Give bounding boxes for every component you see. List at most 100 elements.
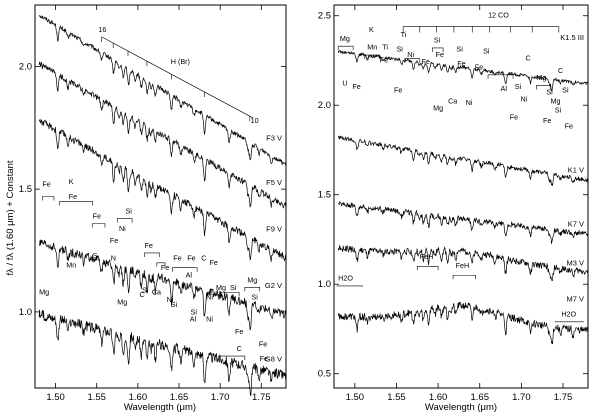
feature-bracket	[404, 58, 421, 63]
feature-label: Ni	[521, 95, 528, 104]
feature-label: Fe	[110, 236, 118, 245]
spectrum-k7-v	[338, 200, 589, 244]
feature-label: Fe	[421, 57, 429, 66]
x-tick-label: 1.60	[129, 392, 148, 403]
spectrum-m3-v	[337, 245, 589, 282]
feature-bracket	[172, 267, 198, 272]
x-tick-label: 1.50	[46, 392, 65, 403]
feature-label: Ca	[448, 96, 457, 105]
feature-label: Al	[186, 271, 193, 280]
series-label: K1 V	[568, 166, 584, 175]
feature-bracket	[92, 223, 106, 228]
feature-label: Fe	[93, 212, 101, 221]
feature-bracket	[219, 291, 240, 297]
feature-label: C	[237, 344, 242, 353]
feature-label: N	[111, 253, 116, 262]
feature-label: H2O	[338, 274, 353, 283]
feature-label: Fe	[209, 258, 217, 267]
feature-label: Fe	[42, 180, 50, 189]
feature-label: H (Br)	[171, 57, 190, 66]
feature-label: Fe	[475, 62, 483, 71]
feature-label: FeH	[420, 252, 434, 261]
x-tick-label: 1.50	[346, 392, 365, 403]
spectrum-k1-5-iii	[337, 49, 589, 92]
y-tick-label: 1.5	[19, 184, 32, 195]
feature-label: Mg	[39, 288, 49, 297]
feature-label: Ni	[407, 50, 414, 59]
y-tick-label: 2.0	[19, 61, 32, 72]
feature-label: Si	[191, 307, 198, 316]
series-label: G8 V	[265, 355, 282, 364]
x-axis-label-right: Wavelength (μm)	[425, 402, 497, 413]
feature-label: Ti	[382, 43, 388, 52]
feature-label: Fe	[173, 253, 181, 262]
feature-label: Fe	[161, 263, 169, 272]
left-panel: 1.50 1.55 1.60 1.65 1.70 1.75 1.0 1.5 2.0 F3 V F5 …	[19, 4, 287, 403]
feature-label: K	[69, 177, 74, 186]
feature-bracket	[431, 47, 444, 52]
feature-label: Mg	[340, 34, 350, 43]
feature-label: FeH	[456, 261, 470, 270]
spectrum-g2-v	[39, 239, 287, 331]
feature-label: Fe	[394, 86, 402, 95]
feature-bracket	[452, 274, 476, 280]
x-axis-label-left: Wavelength (μm)	[124, 402, 196, 413]
feature-label: Ni	[206, 293, 213, 302]
feature-label: Mg	[117, 298, 127, 307]
feature-label: Ni	[167, 295, 174, 304]
feature-label: Ni	[119, 224, 126, 233]
spectrum-m7-v	[337, 301, 589, 345]
feature-label: Fe	[510, 113, 518, 122]
feature-bracket	[244, 287, 260, 292]
feature-label: Si	[126, 207, 133, 216]
feature-bracket	[337, 45, 354, 51]
feature-label: C	[526, 53, 531, 62]
feature-label: Si	[555, 105, 562, 114]
feature-label: Fe	[235, 327, 243, 336]
feature-label: Al	[501, 84, 508, 93]
feature-label: Si	[546, 87, 553, 96]
feature-label: Si	[562, 86, 569, 95]
feature-label: Ni	[466, 98, 473, 107]
feature-label: Si	[251, 293, 258, 302]
plot-frame-0	[34, 4, 287, 389]
feature-label: K	[369, 25, 374, 34]
series-label: G2 V	[265, 281, 282, 290]
y-tick-label: 0.5	[318, 369, 331, 380]
right-panel: 1.50 1.55 1.60 1.65 1.70 1.75 0.5 1.0 1.5 2.0 2.5 K…	[318, 4, 589, 403]
feature-label: Si	[515, 82, 522, 91]
feature-label: Al	[190, 315, 197, 324]
spectrum-f5-v	[38, 61, 287, 209]
feature-label: Si	[230, 283, 237, 292]
feature-label: Fe	[260, 354, 268, 363]
y-tick-label: 1.5	[318, 190, 331, 201]
series-label: F9 V	[266, 224, 282, 233]
series-label: F5 V	[266, 178, 282, 187]
feature-bracket	[536, 85, 551, 90]
feature-bracket	[364, 54, 381, 60]
y-tick-label: 2.5	[318, 11, 331, 22]
x-tick-label: 1.70	[211, 392, 230, 403]
feature-label: H2O	[561, 309, 576, 318]
spectrum-f3-v	[38, 14, 287, 166]
feature-label: U	[342, 79, 347, 88]
feature-label: Si	[142, 285, 149, 294]
y-tick-label: 2.0	[318, 100, 331, 111]
feature-label: Fe	[436, 50, 444, 59]
spectrum-k1-v	[337, 135, 589, 186]
x-tick-label: 1.60	[429, 392, 448, 403]
feature-bracket	[156, 262, 166, 267]
y-axis-label: fλ / fλ (1.60 μm) + Constant	[5, 160, 16, 275]
feature-label: Fe	[565, 121, 573, 130]
feature-label: Mg	[536, 73, 546, 82]
feature-label: Mg	[247, 275, 257, 284]
feature-label: Fe	[259, 339, 267, 348]
x-tick-label: 1.75	[252, 392, 271, 403]
series-label: F3 V	[266, 134, 282, 143]
feature-bracket	[59, 201, 93, 206]
feature-bracket	[116, 218, 133, 223]
series-label: M7 V	[566, 295, 584, 304]
feature-label: Ti	[401, 30, 407, 39]
feature-bracket	[42, 196, 55, 201]
feature-label: Fe	[69, 192, 77, 201]
